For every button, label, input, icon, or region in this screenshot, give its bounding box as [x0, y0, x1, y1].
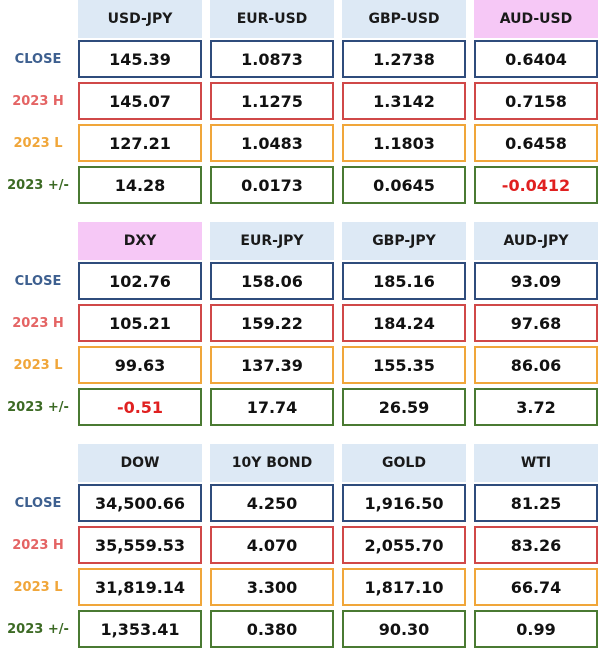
value-cell: 99.63 [78, 346, 202, 384]
row-label: 2023 +/- [7, 399, 69, 415]
row-label: 2023 +/- [7, 621, 69, 637]
column-header: EUR-JPY [210, 222, 334, 260]
value-cell: 3.300 [210, 568, 334, 606]
column-header: GBP-USD [342, 0, 466, 38]
value-cell: 66.74 [474, 568, 598, 606]
value-cell: 1.3142 [342, 82, 466, 120]
value-cell: 1.2738 [342, 40, 466, 78]
value-cell: 86.06 [474, 346, 598, 384]
value-cell: 145.39 [78, 40, 202, 78]
row-label: CLOSE [14, 495, 62, 511]
column-header: GBP-JPY [342, 222, 466, 260]
row-label: CLOSE [14, 51, 62, 67]
row-label: 2023 L [13, 135, 63, 151]
value-cell: 90.30 [342, 610, 466, 648]
value-cell: 97.68 [474, 304, 598, 342]
value-cell: 158.06 [210, 262, 334, 300]
row-label: 2023 H [12, 93, 64, 109]
value-cell: 0.6458 [474, 124, 598, 162]
value-cell: 93.09 [474, 262, 598, 300]
row-label: CLOSE [14, 273, 62, 289]
column-header: 10Y BOND [210, 444, 334, 482]
row-label: 2023 L [13, 357, 63, 373]
row-label: 2023 H [12, 315, 64, 331]
value-cell: -0.51 [78, 388, 202, 426]
value-cell: 17.74 [210, 388, 334, 426]
column-header: WTI [474, 444, 598, 482]
value-cell: 2,055.70 [342, 526, 466, 564]
value-cell: 0.0173 [210, 166, 334, 204]
value-cell: 1.1803 [342, 124, 466, 162]
value-cell: 102.76 [78, 262, 202, 300]
row-label: 2023 L [13, 579, 63, 595]
value-cell: 1,353.41 [78, 610, 202, 648]
value-cell: 4.070 [210, 526, 334, 564]
column-header: AUD-JPY [474, 222, 598, 260]
value-cell: 3.72 [474, 388, 598, 426]
row-label: 2023 +/- [7, 177, 69, 193]
value-cell: -0.0412 [474, 166, 598, 204]
value-cell: 1.0873 [210, 40, 334, 78]
value-cell: 105.21 [78, 304, 202, 342]
value-cell: 185.16 [342, 262, 466, 300]
value-cell: 0.380 [210, 610, 334, 648]
column-header: DXY [78, 222, 202, 260]
value-cell: 35,559.53 [78, 526, 202, 564]
column-header: AUD-USD [474, 0, 598, 38]
value-cell: 1.1275 [210, 82, 334, 120]
value-cell: 34,500.66 [78, 484, 202, 522]
value-cell: 31,819.14 [78, 568, 202, 606]
value-cell: 0.6404 [474, 40, 598, 78]
value-cell: 26.59 [342, 388, 466, 426]
value-cell: 81.25 [474, 484, 598, 522]
value-cell: 127.21 [78, 124, 202, 162]
value-cell: 0.7158 [474, 82, 598, 120]
value-cell: 83.26 [474, 526, 598, 564]
value-cell: 159.22 [210, 304, 334, 342]
value-cell: 0.99 [474, 610, 598, 648]
value-cell: 0.0645 [342, 166, 466, 204]
column-header: EUR-USD [210, 0, 334, 38]
value-cell: 137.39 [210, 346, 334, 384]
value-cell: 14.28 [78, 166, 202, 204]
row-label: 2023 H [12, 537, 64, 553]
value-cell: 184.24 [342, 304, 466, 342]
value-cell: 155.35 [342, 346, 466, 384]
value-cell: 145.07 [78, 82, 202, 120]
value-cell: 1,916.50 [342, 484, 466, 522]
value-cell: 1,817.10 [342, 568, 466, 606]
column-header: USD-JPY [78, 0, 202, 38]
value-cell: 4.250 [210, 484, 334, 522]
column-header: GOLD [342, 444, 466, 482]
value-cell: 1.0483 [210, 124, 334, 162]
column-header: DOW [78, 444, 202, 482]
